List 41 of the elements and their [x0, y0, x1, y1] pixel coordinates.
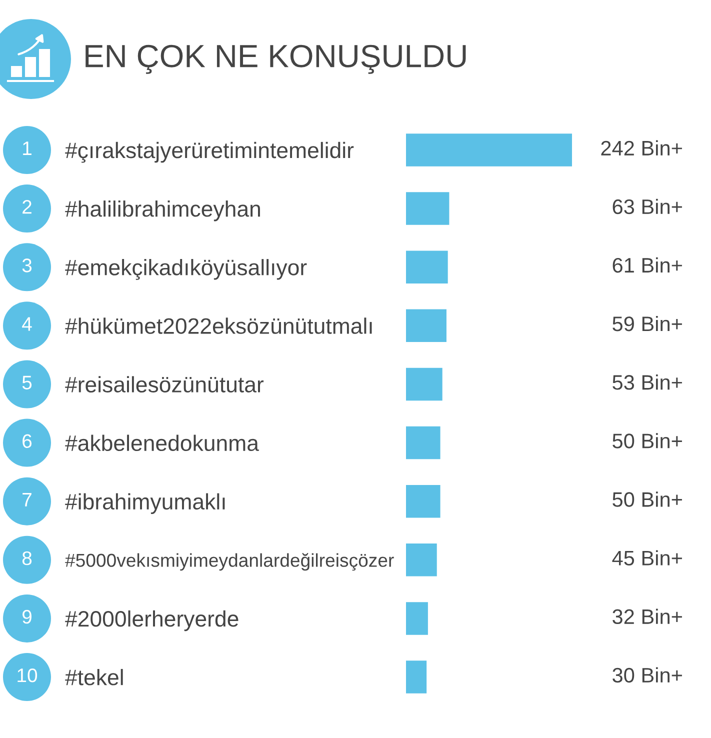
y-tick-label: #halilibrahimceyhan: [65, 200, 260, 222]
text: 9: [22, 610, 32, 624]
y-tick-label: #reisailesözünütutar: [65, 376, 264, 392]
text: 7: [22, 492, 32, 506]
bar: [406, 192, 450, 225]
text: 2: [22, 200, 32, 214]
data-label: 50 Bin+: [612, 433, 682, 448]
text: 6: [22, 434, 32, 448]
bar: [406, 544, 437, 576]
bar: [406, 250, 448, 284]
bar: [406, 602, 428, 635]
data-label: 63 Bin+: [612, 198, 682, 214]
y-tick-label: #tekel: [65, 668, 123, 686]
text: 1: [23, 142, 32, 156]
y-tick-label: #5000vekısmiyimeydanlardeğilreisçözer: [65, 553, 394, 571]
text: 10: [18, 668, 38, 682]
bar: [406, 426, 440, 460]
text: 3: [22, 258, 32, 272]
data-label: 32 Bin+: [612, 608, 682, 624]
y-tick-label: #hükümet2022eksözünütutmalı: [65, 318, 372, 334]
data-label: 242 Bin+: [601, 140, 682, 156]
text: 4: [22, 317, 32, 331]
data-label: 30 Bin+: [612, 667, 682, 683]
y-tick-label: #akbelenedokunma: [65, 434, 259, 452]
data-label: 50 Bin+: [612, 492, 682, 507]
y-tick-label: #emekçikadıköyüsallıyor: [65, 259, 307, 280]
data-label: 53 Bin+: [612, 374, 682, 390]
bar: [406, 484, 440, 518]
bar: [406, 368, 442, 401]
text: 5: [22, 376, 32, 390]
data-label: 59 Bin+: [612, 316, 682, 332]
chart-title: EN ÇOK NE KONUŞULDU: [86, 44, 466, 74]
y-tick-label: #2000lerheryerde: [65, 610, 238, 632]
bar: [406, 134, 572, 166]
data-label: 45 Bin+: [612, 550, 682, 566]
bar: [406, 309, 446, 342]
y-tick-label: #ibrahimyumaklı: [65, 493, 225, 514]
y-tick-label: #çırakstajyerüretimintemelidir: [65, 142, 354, 163]
data-label: 61 Bin+: [612, 257, 682, 273]
bar: [406, 660, 427, 694]
text: 8: [22, 551, 32, 566]
